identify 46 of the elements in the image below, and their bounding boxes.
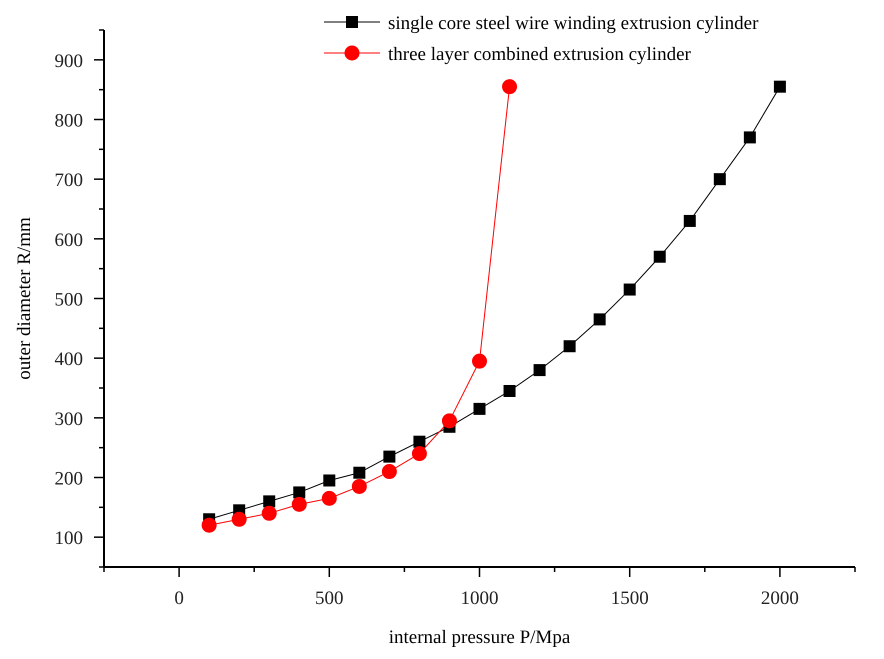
legend-label: single core steel wire winding extrusion cylinder (388, 13, 760, 34)
point (232, 512, 247, 527)
point (684, 214, 696, 227)
y-tick-label: 700 (54, 170, 83, 192)
x-tick-label: 1500 (610, 588, 649, 609)
y-tick-label: 600 (54, 230, 83, 251)
y-tick-label: 400 (54, 349, 83, 370)
point (594, 313, 606, 326)
x-axis-title: internal pressure P/Mpa (388, 627, 571, 648)
point (744, 131, 756, 144)
point (323, 474, 336, 486)
point (262, 506, 277, 521)
x-tick-label: 2000 (760, 588, 799, 609)
point (502, 79, 518, 94)
x-tick-label: 500 (315, 588, 344, 609)
point (202, 518, 217, 533)
point (412, 446, 427, 462)
y-tick-label: 100 (54, 528, 83, 550)
point (383, 450, 396, 463)
point (624, 284, 636, 296)
point (474, 402, 486, 415)
point (382, 464, 397, 480)
point (292, 496, 307, 512)
point (534, 364, 546, 376)
y-tick-label: 900 (54, 50, 83, 72)
legend-label: three layer combined extrusion cylinder (388, 44, 692, 65)
x-tick-label: 0 (174, 588, 184, 609)
point (472, 354, 487, 369)
y-tick-label: 300 (54, 408, 83, 430)
x-tick-label: 1000 (460, 588, 498, 609)
point (654, 250, 666, 263)
y-tick-label: 200 (54, 468, 83, 490)
point (442, 413, 457, 428)
y-tick-label: 800 (54, 110, 83, 132)
point (413, 436, 426, 448)
point (714, 173, 726, 186)
point (263, 495, 276, 508)
y-axis-title: outer diameter R/mm (14, 217, 35, 380)
point (504, 384, 516, 397)
point (322, 490, 337, 506)
point (352, 478, 367, 494)
point (774, 80, 786, 93)
point (353, 466, 366, 479)
y-tick-label: 500 (54, 290, 83, 310)
point (564, 340, 576, 352)
point (293, 486, 306, 498)
